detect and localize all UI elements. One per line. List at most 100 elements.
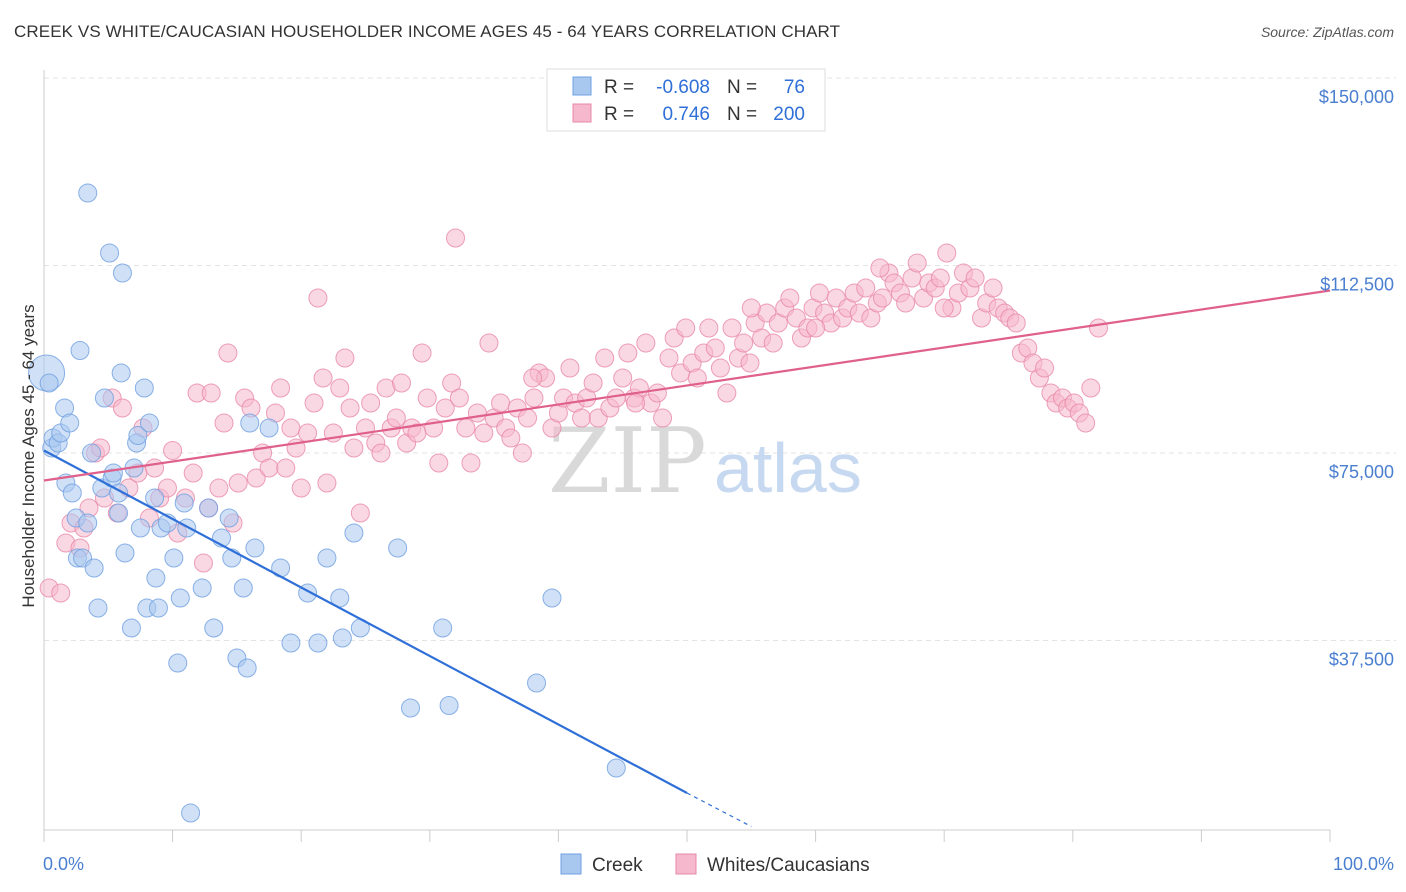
creek-point-56 (240, 413, 260, 433)
whites-point-130 (780, 288, 800, 308)
whites-point-62 (392, 373, 412, 393)
creek-point-14 (78, 513, 98, 533)
legend-r-label-2: R = (604, 104, 634, 125)
watermark-atlas: atlas (714, 429, 862, 507)
creek-point-23 (103, 463, 123, 483)
whites-point-165 (983, 278, 1003, 298)
whites-point-117 (705, 338, 725, 358)
whites-point-181 (1076, 413, 1096, 433)
legend-r-value-2: 0.746 (662, 104, 710, 125)
whites-point-86 (524, 388, 544, 408)
creek-point-57 (245, 538, 265, 558)
whites-point-182 (1081, 378, 1101, 398)
whites-point-41 (281, 418, 301, 438)
whites-point-25 (193, 553, 213, 573)
whites-point-51 (335, 348, 355, 368)
legend-r-value-1: -0.608 (656, 77, 710, 98)
whites-point-116 (699, 318, 719, 338)
legend-n-value-1: 76 (784, 77, 805, 98)
whites-point-52 (340, 398, 360, 418)
creek-trend-line (43, 449, 688, 794)
creek-point-17 (84, 558, 104, 578)
creek-point-31 (128, 426, 148, 445)
whites-point-56 (361, 393, 381, 413)
creek-point-44 (174, 493, 194, 513)
y-tick-label-2: $112,500 (1320, 275, 1394, 295)
whites-point-100 (606, 388, 626, 408)
whites-point-118 (710, 358, 730, 378)
whites-point-47 (313, 368, 333, 388)
whites-point-45 (304, 393, 324, 413)
whites-point-78 (479, 333, 499, 353)
whites-point-174 (1035, 358, 1055, 378)
whites-point-119 (717, 383, 737, 403)
whites-point-135 (809, 283, 829, 303)
creek-point-16 (82, 443, 102, 463)
whites-point-127 (763, 333, 783, 353)
whites-point-189 (626, 393, 646, 413)
whites-point-37 (259, 458, 279, 478)
whites-point-146 (872, 288, 892, 308)
creek-point-36 (145, 488, 165, 508)
creek-point-24 (109, 503, 129, 523)
x-tick-label-min: 0.0% (43, 854, 84, 874)
whites-point-1 (51, 583, 71, 603)
whites-point-112 (676, 318, 696, 338)
whites-trend-line (43, 289, 1331, 482)
whites-point-19 (157, 478, 177, 498)
whites-point-17 (145, 458, 165, 478)
creek-point-47 (192, 578, 212, 598)
creek-point-68 (388, 538, 408, 558)
creek-point-65 (332, 628, 352, 648)
creek-point-28 (121, 618, 141, 638)
y-tick-label-1: $75,000 (1329, 462, 1394, 482)
whites-point-143 (856, 278, 876, 298)
creek-point-62 (308, 633, 328, 653)
whites-point-66 (412, 343, 432, 363)
whites-point-12 (112, 398, 132, 418)
creek-point-35 (139, 413, 159, 433)
creek-point-8 (60, 413, 80, 433)
whites-point-30 (218, 343, 238, 363)
whites-point-98 (595, 348, 615, 368)
creek-point-48 (199, 498, 219, 518)
creek-point-63 (317, 548, 337, 568)
whites-point-67 (417, 388, 437, 408)
whites-point-58 (371, 443, 391, 463)
creek-point-58 (259, 418, 279, 438)
whites-point-39 (271, 378, 291, 398)
whites-point-187 (934, 298, 954, 318)
whites-point-84 (512, 443, 532, 463)
creek-point-60 (281, 633, 301, 653)
whites-point-94 (572, 408, 592, 428)
whites-point-23 (183, 463, 203, 483)
x-tick-label-max: 100.0% (1333, 854, 1394, 874)
whites-point-50 (330, 378, 350, 398)
whites-point-186 (870, 258, 890, 278)
trend-lines (43, 289, 1331, 828)
whites-point-75 (461, 453, 481, 473)
y-tick-label-0: $37,500 (1329, 650, 1394, 670)
bottom-legend: Creek Whites/Caucasians (560, 853, 870, 876)
source-label: Source: ZipAtlas.com (1260, 24, 1394, 40)
y-tick-labels: $37,500 $75,000 $112,500 $150,000 (1319, 87, 1394, 670)
whites-point-169 (1006, 313, 1026, 333)
whites-point-162 (965, 268, 985, 288)
creek-point-18 (88, 598, 108, 618)
whites-point-82 (501, 428, 521, 448)
whites-point-54 (350, 503, 370, 523)
creek-point-12 (70, 341, 90, 360)
whites-point-123 (740, 353, 760, 373)
creek-point-72 (527, 673, 547, 693)
whites-point-61 (386, 408, 406, 428)
whites-point-76 (467, 403, 487, 423)
whites-point-48 (317, 473, 337, 493)
y-axis-label: Householder Income Ages 45 - 64 years (19, 304, 38, 607)
bottom-legend-swatch-creek (560, 853, 582, 875)
legend-n-label-2: N = (727, 104, 757, 125)
whites-point-69 (429, 453, 449, 473)
creek-point-43 (170, 588, 190, 608)
chart-title: CREEK VS WHITE/CAUCASIAN HOUSEHOLDER INC… (14, 22, 841, 41)
bottom-legend-label-whites: Whites/Caucasians (707, 855, 870, 876)
whites-point-29 (214, 413, 234, 433)
